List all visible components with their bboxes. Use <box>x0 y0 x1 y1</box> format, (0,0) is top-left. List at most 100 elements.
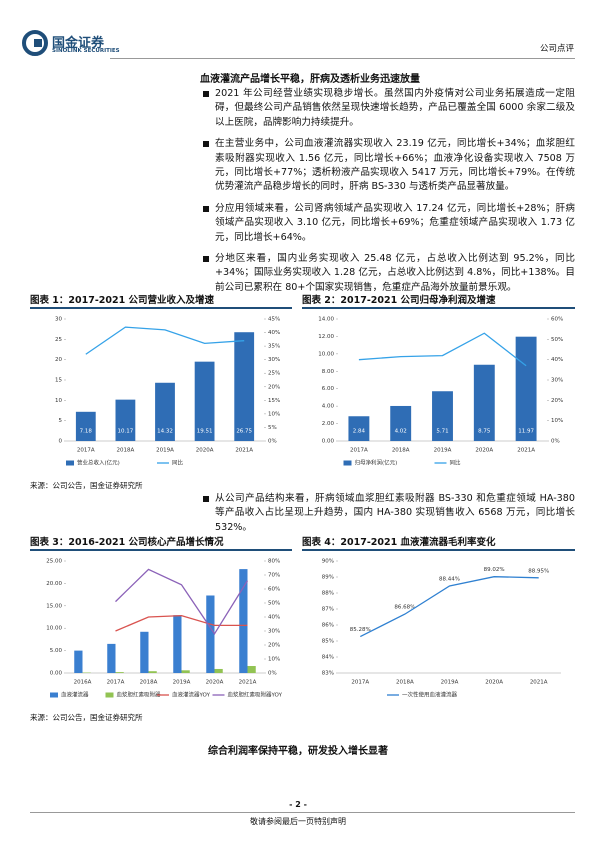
x-tick-label: 2020A <box>196 448 214 454</box>
y2-tick-label: 0% <box>268 671 277 677</box>
bar-label: 10.17 <box>118 429 134 435</box>
y2-tick-label: 25% <box>268 371 280 377</box>
x-tick-label: 2018A <box>396 680 414 686</box>
bar <box>239 569 248 673</box>
x-tick-label: 2017A <box>107 680 125 686</box>
y2-tick-label: 10% <box>268 657 280 663</box>
y2-tick-label: 20% <box>268 384 280 390</box>
legend-label: 同比 <box>172 459 184 467</box>
y2-tick-label: 40% <box>551 357 563 363</box>
logo-en: SINOLINK SECURITIES <box>52 48 120 54</box>
legend-label: 血浆胆红素吸附器YOY <box>228 691 283 699</box>
figure: 图表 2：2017-2021 公司归母净利润及增速 0.00 2.00 4.00 6.0… <box>302 292 575 481</box>
x-tick-label: 2019A <box>441 680 459 686</box>
y-tick-label: 87% <box>322 607 334 613</box>
bar-label: 8.75 <box>478 429 491 435</box>
x-tick-label: 2021A <box>239 680 257 686</box>
x-tick-label: 2021A <box>517 448 535 454</box>
y2-tick-label: 80% <box>268 559 280 565</box>
legend-swatch <box>343 460 352 466</box>
point-label: 88.44% <box>439 576 460 582</box>
chart: 83% 84% 85% 86% 87% 88% 89% 90% 2017A 2018A 2019A 2… <box>322 559 561 699</box>
bar <box>515 336 537 441</box>
chart: 0 5 10 15 20 25 30 0% 5% 10% 15% 20% 25% 30% 35% 40% 45%… <box>55 317 280 467</box>
source: 来源：公司公告，国金证券研究所 <box>30 481 143 490</box>
x-tick-label: 2017A <box>77 448 95 454</box>
y-tick-label: 30 <box>55 317 62 323</box>
y-tick-label: 10.00 <box>318 351 334 357</box>
bar <box>432 391 453 441</box>
y-tick-label: 0 <box>59 439 63 445</box>
legend-label: 血浆胆红素吸附器 <box>117 691 162 699</box>
bar <box>173 615 182 673</box>
bar <box>390 405 412 441</box>
y-tick-label: 20.00 <box>46 581 62 587</box>
bar <box>348 416 370 441</box>
bar-label: 5.71 <box>436 429 448 435</box>
section-heading: 血液灌流产品增长平稳，肝病及透析业务迅速放量 <box>200 74 420 85</box>
x-tick-label: 2017A <box>351 680 369 686</box>
header-rule <box>110 58 575 59</box>
y-tick-label: 6.00 <box>322 386 335 392</box>
bullet-text: 在主营业务中，公司血液灌流器实现收入 23.19 亿元，同比增长+34%；血浆胆… <box>200 137 575 195</box>
y2-tick-label: 10% <box>268 411 280 417</box>
line <box>358 332 527 367</box>
x-tick-label: 2019A <box>173 680 191 686</box>
legend-label: 血液灌流器 <box>61 691 89 699</box>
x-tick-label: 2020A <box>475 448 493 454</box>
point-label: 89.02% <box>484 567 505 573</box>
bullet-list: 2021 年公司经营业绩实现稳步增长。虽然国内外疫情对公司业务拓展造成一定阻碍，… <box>200 87 575 302</box>
y2-tick-label: 15% <box>268 398 280 404</box>
chart-title: 图表 4：2017-2021 血液灌流器毛利率变化 <box>302 534 575 551</box>
bullet-text: 分应用领域来看，公司肾病领域产品实现收入 17.24 亿元，同比增长+28%；肝… <box>200 202 575 245</box>
y2-tick-label: 10% <box>551 418 563 424</box>
bullet-text: 从公司产品结构来看，肝病领域血浆胆红素吸附器 BS-330 和危重症领域 HA-… <box>200 492 575 535</box>
legend-label: 同比 <box>450 459 462 467</box>
x-tick-label: 2020A <box>485 680 503 686</box>
y2-tick-label: 0% <box>268 439 277 445</box>
x-tick-label: 2020A <box>206 680 224 686</box>
y2-tick-label: 30% <box>551 378 563 384</box>
chart-title: 图表 1：2017-2021 公司营业收入及增速 <box>30 292 292 309</box>
bar-label: 14.32 <box>157 429 173 435</box>
x-tick-label: 2021A <box>530 680 548 686</box>
line <box>115 614 248 632</box>
legend-label: 营业总收入(亿元) <box>77 459 120 467</box>
bar <box>234 332 255 441</box>
point-label: 85.28% <box>350 627 371 633</box>
y2-tick-label: 60% <box>551 317 563 323</box>
chart-title: 图表 3：2016-2021 公司核心产品增长情况 <box>30 534 292 551</box>
y-tick-label: 20 <box>55 357 62 363</box>
y2-tick-label: 60% <box>268 587 280 593</box>
x-tick-label: 2018A <box>392 448 410 454</box>
y-tick-label: 10.00 <box>46 626 62 632</box>
y2-tick-label: 40% <box>268 615 280 621</box>
y2-tick-label: 30% <box>268 629 280 635</box>
y-tick-label: 89% <box>322 575 334 581</box>
section-heading: 综合利润率保持平稳，研发投入增长显著 <box>208 746 388 757</box>
y-tick-label: 85% <box>322 639 334 645</box>
bar <box>194 361 215 441</box>
y2-tick-label: 35% <box>268 344 280 350</box>
bar <box>107 643 116 673</box>
footer-note: 敬请参阅最后一页特别声明 <box>250 817 346 826</box>
chart: 0.00 5.00 10.00 15.00 20.00 25.00 0% 10% 20% 30% 4… <box>46 559 283 699</box>
x-tick-label: 2021A <box>235 448 253 454</box>
chart: 0.00 2.00 4.00 6.00 8.00 10.00 12.00 14.00 0% 10%… <box>318 317 563 467</box>
bar <box>155 382 175 441</box>
y2-tick-label: 5% <box>268 425 277 431</box>
bar <box>140 631 149 673</box>
legend-swatch <box>50 692 58 698</box>
bar-label: 19.51 <box>197 429 213 435</box>
legend-swatch <box>66 460 74 466</box>
line <box>115 568 249 635</box>
x-tick-label: 2016A <box>74 680 92 686</box>
bullet-text: 分地区来看，国内业务实现收入 25.48 亿元，占总收入比例达到 95.2%，同… <box>200 252 575 295</box>
x-tick-label: 2019A <box>156 448 174 454</box>
y-tick-label: 15.00 <box>46 603 62 609</box>
logo-icon <box>22 30 48 56</box>
x-tick-label: 2019A <box>434 448 452 454</box>
y-tick-label: 88% <box>322 591 334 597</box>
x-tick-label: 2018A <box>140 680 158 686</box>
bar <box>473 364 495 441</box>
